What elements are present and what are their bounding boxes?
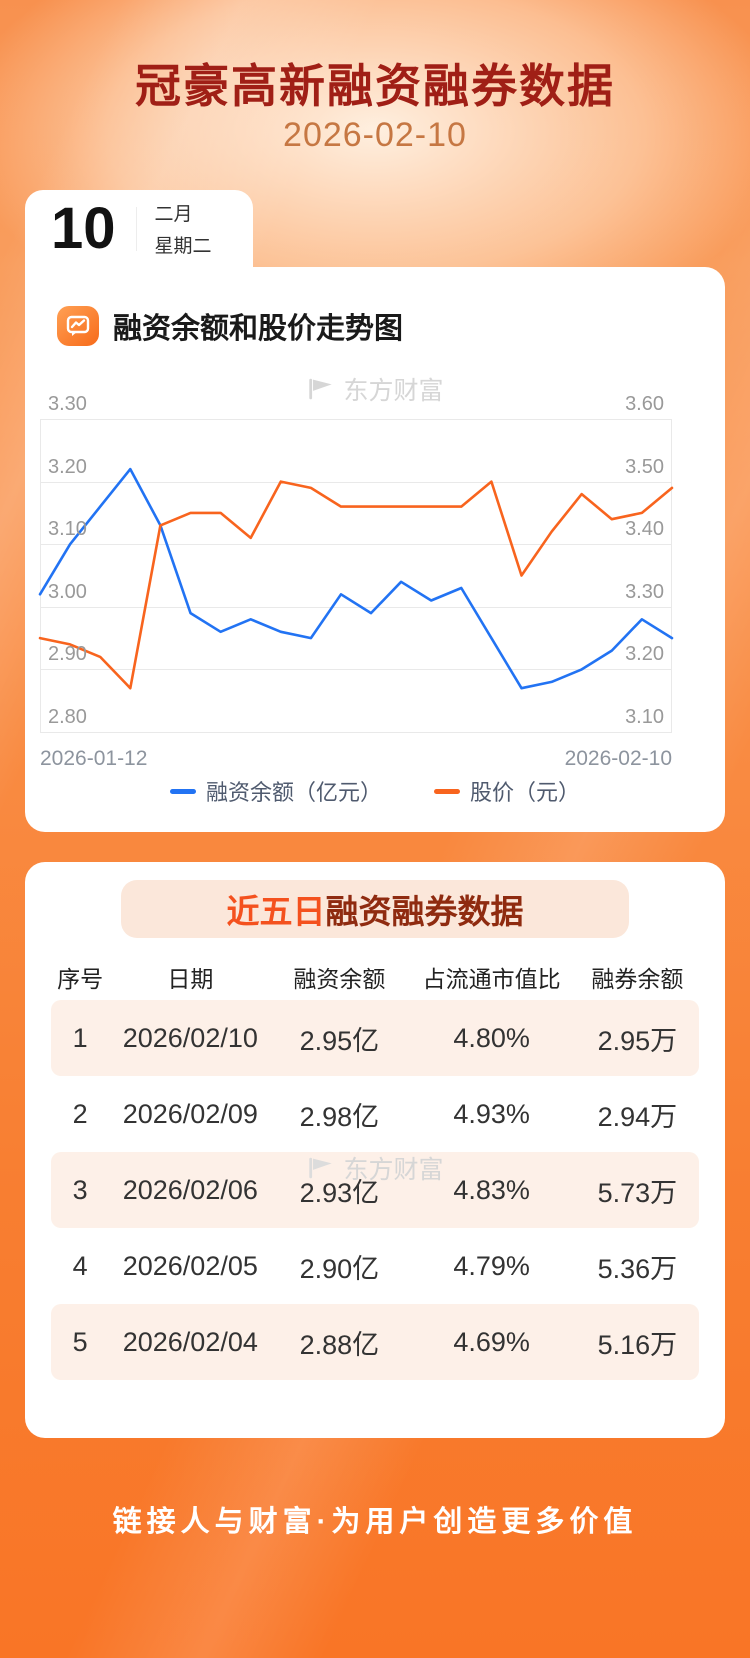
calendar-card: 10 二月 星期二 [25,190,253,267]
table-cell: 4.83% [453,1174,530,1205]
table-row: 3 2026/02/06 2.93亿 4.83% 5.73万 [51,1152,699,1228]
legend-label: 融资余额（亿元） [205,780,382,805]
table-title-highlight: 近五日 [226,893,326,930]
report-date: 2026-02-10 [283,116,467,154]
chart-section-header: 融资余额和股价走势图 [57,305,403,347]
table-cell: 2026/02/05 [122,1250,258,1281]
table-row: 1 2026/02/10 2.95亿 4.80% 2.95万 [51,1000,699,1076]
legend-label: 股价（元） [470,780,581,805]
left-axis-tick: 3.30 [48,393,87,415]
watermark-text: 东方财富 [343,377,444,405]
calendar-day: 10 [51,195,116,261]
table-cell: 4.93% [453,1098,530,1129]
table-cell: 4 [72,1250,88,1281]
table-cell: 2.93亿 [299,1177,380,1208]
table-cell: 2 [72,1098,88,1129]
column-header: 日期 [167,966,214,992]
calendar-divider [135,206,137,251]
column-header: 融券余额 [591,966,684,992]
table-cell: 2026/02/09 [122,1098,258,1129]
column-header: 占流通市值比 [422,966,561,992]
table-cell: 2.98亿 [299,1101,380,1132]
table-cell: 2.90亿 [299,1253,380,1284]
table-header-row: 序号 日期 融资余额 占流通市值比 融券余额 [51,954,699,1000]
x-axis-start-label: 2026-01-12 [40,747,148,770]
page-title: 冠豪高新融资融券数据 [135,60,615,112]
chart-plot-area [38,419,674,733]
legend-item: 融资余额（亿元） [169,775,382,807]
table-card: 近五日 融资融券数据 序号 日期 融资余额 占流通市值比 融券余额 1 2026/02/10… [25,862,725,1438]
table-cell: 5.73万 [597,1177,678,1208]
table-cell: 5.36万 [597,1253,678,1284]
line-chart: 3.30 3.20 3.10 3.00 2.90 2.80 3.60 3.50 3.40 3.3… [38,394,674,733]
table-row: 5 2026/02/04 2.88亿 4.69% 5.16万 [51,1304,699,1380]
column-header: 序号 [57,966,104,992]
column-header: 融资余额 [293,966,386,992]
table-cell: 4.80% [453,1022,530,1053]
eastmoney-logo-icon [309,378,332,400]
table-cell: 2.94万 [597,1101,678,1132]
table-cell: 5 [72,1326,88,1357]
x-axis-labels: 2026-01-12 2026-02-10 [40,747,672,771]
right-axis-tick: 3.60 [625,393,664,415]
table-cell: 1 [72,1022,88,1053]
calendar-weekday: 星期二 [154,236,212,257]
chart-legend: 融资余额（亿元） 股价（元） [25,775,725,807]
table-row: 4 2026/02/05 2.90亿 4.79% 5.36万 [51,1228,699,1304]
calendar-month: 二月 [154,204,193,225]
table-cell: 2026/02/10 [122,1022,258,1053]
table-cell: 5.16万 [597,1329,678,1360]
footer-slogan: 链接人与财富·为用户创造更多价值 [112,1506,638,1538]
table-cell: 3 [72,1174,88,1205]
table-title-banner: 近五日 融资融券数据 [121,880,629,938]
table-cell: 4.69% [453,1326,530,1357]
table-cell: 2.88亿 [299,1329,380,1360]
chart-section-title: 融资余额和股价走势图 [113,313,404,345]
table-cell: 2026/02/04 [122,1326,258,1357]
legend-swatch [169,788,196,794]
table-cell: 2.95万 [597,1025,678,1056]
table-row: 2 2026/02/09 2.98亿 4.93% 2.94万 [51,1076,699,1152]
chart-card: 融资余额和股价走势图 东方财富 3.30 3.20 3.10 3.00 2.90 2.80… [25,267,725,832]
table-cell: 2026/02/06 [122,1174,258,1205]
margin-data-table: 序号 日期 融资余额 占流通市值比 融券余额 1 2026/02/10 2.95亿 4.80%… [51,954,699,1380]
table-cell: 4.79% [453,1250,530,1281]
x-axis-end-label: 2026-02-10 [564,747,672,770]
table-cell: 2.95亿 [299,1025,380,1056]
legend-swatch [434,788,460,794]
table-body: 1 2026/02/10 2.95亿 4.80% 2.95万 2 2026/02/09 2.9… [51,1000,699,1380]
series-line [38,480,674,690]
legend-item: 股价（元） [434,775,580,807]
trend-chart-icon [57,306,99,346]
calendar-meta: 二月 星期二 [155,199,212,258]
table-title-rest: 融资融券数据 [325,893,524,930]
watermark: 东方财富 [306,371,444,407]
series-line [38,467,674,690]
